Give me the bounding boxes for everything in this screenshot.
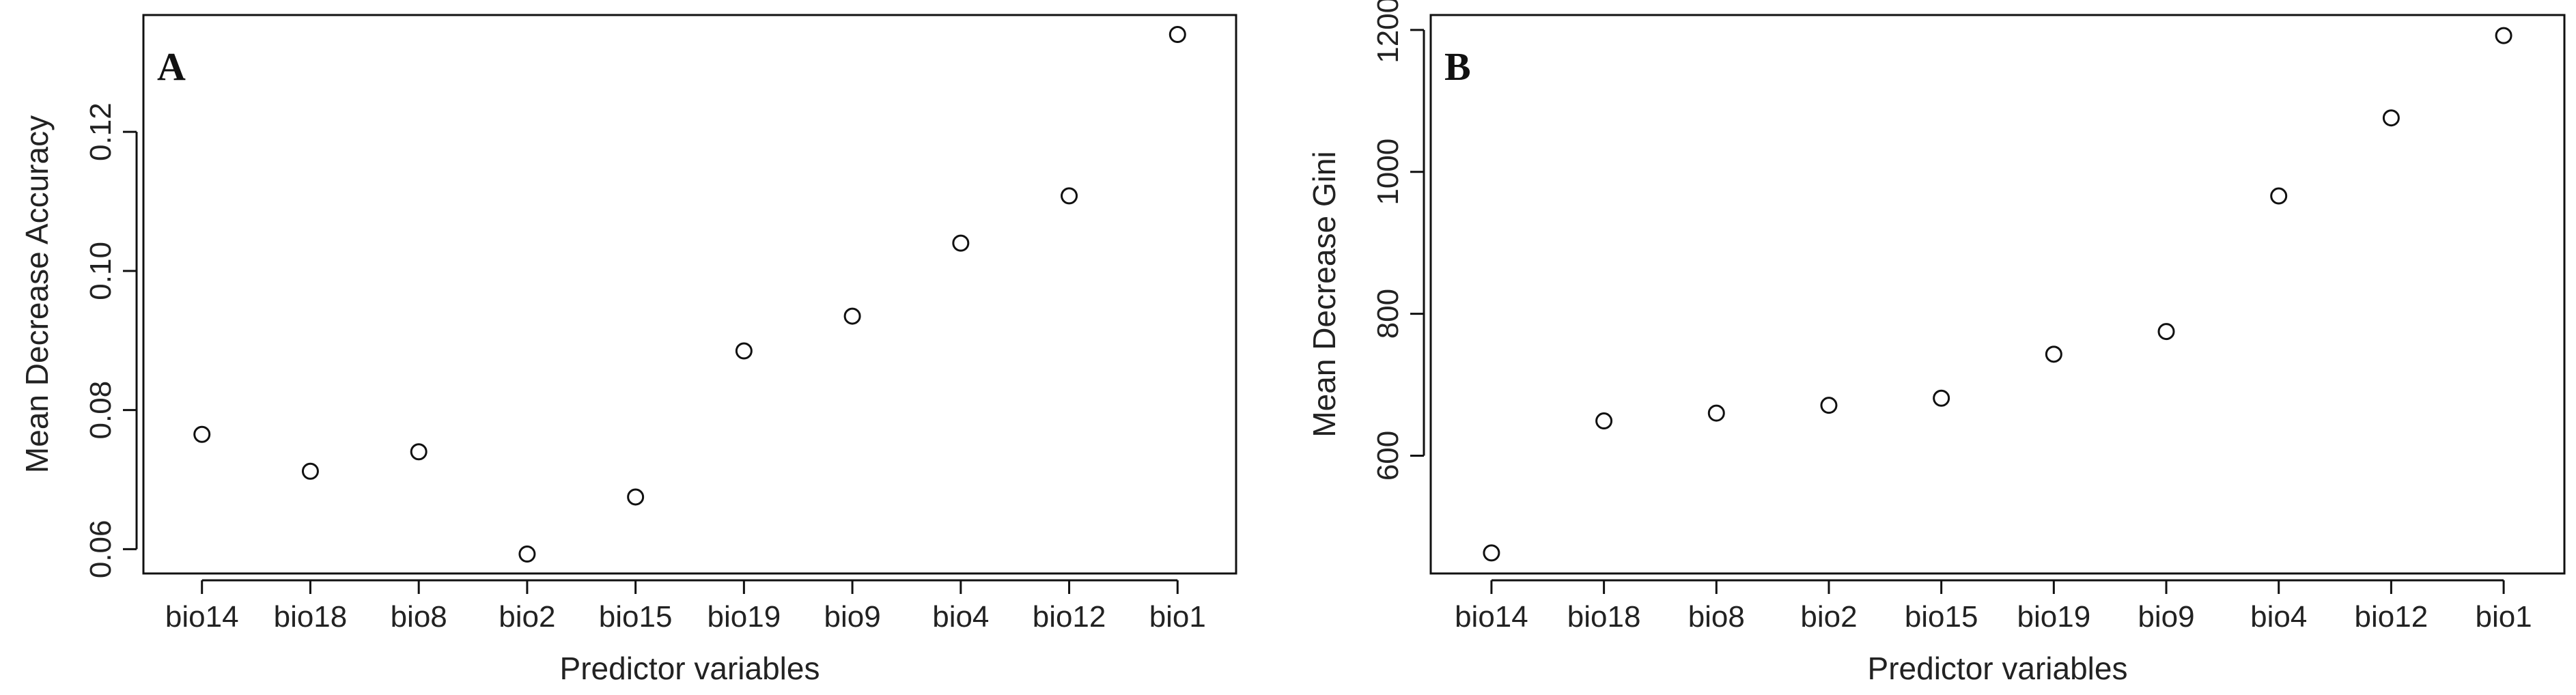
x-tick-label: bio14 [165, 600, 239, 634]
data-point-bio18 [301, 462, 319, 480]
y-tick-label: 0.08 [84, 381, 117, 440]
data-point-bio14 [1483, 544, 1500, 562]
x-axis-title: Predictor variables [1868, 651, 2128, 686]
data-point-bio14 [193, 425, 211, 443]
data-point-bio12 [2382, 109, 2400, 127]
data-point-bio8 [410, 443, 428, 461]
x-tick-label: bio9 [2138, 600, 2194, 634]
plot-frame [1429, 14, 2566, 575]
panel-label: A [157, 44, 186, 89]
y-tick-label: 0.12 [84, 102, 117, 161]
data-point-bio4 [952, 234, 970, 252]
data-point-bio1 [2495, 27, 2512, 44]
y-tick-label: 600 [1371, 431, 1405, 481]
x-tick-label: bio18 [1567, 600, 1641, 634]
data-point-bio15 [627, 488, 645, 506]
data-point-bio12 [1061, 187, 1078, 205]
x-tick-label: bio2 [1800, 600, 1857, 634]
x-tick-label: bio12 [2355, 600, 2428, 634]
x-tick-label: bio15 [1905, 600, 1978, 634]
y-tick-label: 1000 [1371, 139, 1405, 205]
panel-label: B [1444, 44, 1471, 89]
data-point-bio8 [1707, 404, 1725, 422]
x-tick-label: bio9 [824, 600, 881, 634]
x-axis-title: Predictor variables [560, 651, 820, 686]
data-point-bio19 [2045, 345, 2062, 363]
x-tick-label: bio18 [274, 600, 348, 634]
x-tick-label: bio19 [708, 600, 781, 634]
data-point-bio2 [1820, 397, 1838, 414]
x-tick-label: bio14 [1455, 600, 1528, 634]
x-tick-label: bio1 [2475, 600, 2532, 634]
data-point-bio1 [1168, 26, 1186, 44]
plot-frame [142, 14, 1237, 575]
x-tick-label: bio2 [499, 600, 555, 634]
y-tick-label: 800 [1371, 289, 1405, 339]
data-point-bio9 [843, 307, 861, 325]
data-point-bio15 [1933, 389, 1950, 407]
x-tick-label: bio15 [599, 600, 673, 634]
data-point-bio19 [735, 342, 753, 360]
y-axis-title: Mean Decrease Accuracy [19, 115, 55, 473]
x-tick-label: bio19 [2017, 600, 2091, 634]
x-tick-label: bio12 [1033, 600, 1106, 634]
y-tick-label: 0.10 [84, 242, 117, 300]
data-point-bio18 [1595, 412, 1613, 430]
x-tick-label: bio8 [391, 600, 447, 634]
y-tick-label: 1200 [1371, 0, 1405, 63]
y-axis-title: Mean Decrease Gini [1306, 151, 1342, 437]
data-point-bio2 [518, 545, 536, 563]
x-tick-label: bio4 [932, 600, 989, 634]
x-tick-label: bio1 [1149, 600, 1206, 634]
x-tick-label: bio4 [2250, 600, 2307, 634]
data-point-bio4 [2270, 187, 2288, 205]
data-point-bio9 [2157, 323, 2175, 341]
x-tick-label: bio8 [1688, 600, 1745, 634]
y-tick-label: 0.06 [84, 520, 117, 579]
